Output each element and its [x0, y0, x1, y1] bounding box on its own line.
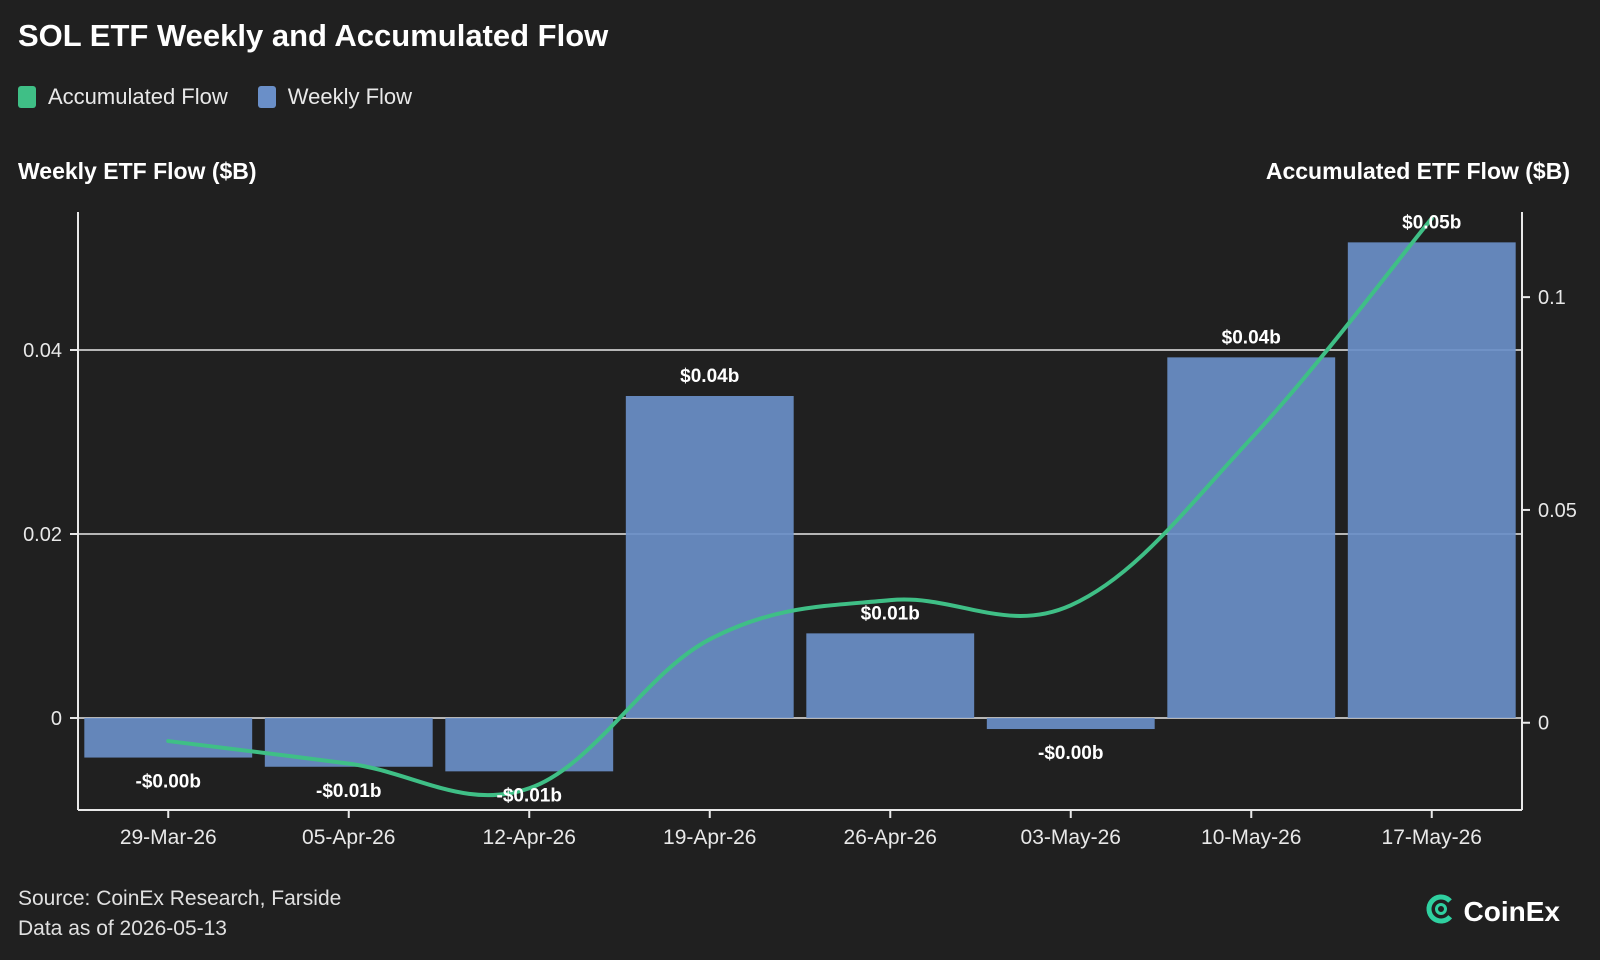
bar-data-label: -$0.01b [497, 785, 562, 806]
x-tick-label: 12-Apr-26 [483, 826, 576, 849]
chart-title: SOL ETF Weekly and Accumulated Flow [18, 18, 609, 53]
x-tick-label: 19-Apr-26 [663, 826, 756, 849]
legend-swatch-accumulated [18, 86, 36, 108]
data-labels: -$0.00b -$0.01b -$0.01b $0.04b $0.01b -$0.00b… [136, 212, 1462, 806]
left-axis-title: Weekly ETF Flow ($B) [18, 158, 257, 184]
bar-data-label: -$0.00b [136, 772, 201, 793]
bar-10-May-26 [1167, 357, 1336, 718]
bar-12-Apr-26 [445, 718, 614, 772]
accumulated-line [166, 216, 1434, 798]
legend: Accumulated Flow Weekly Flow [18, 84, 442, 110]
x-tick-label: 10-May-26 [1201, 826, 1301, 849]
date-note: Data as of 2026-05-13 [18, 917, 227, 940]
bar-data-label: $0.05b [1402, 212, 1461, 233]
brand-logo: CoinEx [1424, 892, 1560, 931]
bar-19-Apr-26 [625, 396, 794, 718]
x-tick-label: 29-Mar-26 [120, 826, 217, 849]
axes: 0 0.02 0.04 0 0.05 0.1 29-Mar-26 05-Apr-26 12-Ap… [23, 212, 1577, 849]
legend-swatch-weekly [257, 86, 276, 108]
accumulated-flow-line [166, 216, 1434, 798]
bar-26-Apr-26 [806, 633, 975, 718]
brand-name: CoinEx [1463, 895, 1560, 927]
bar-29-Mar-26 [84, 718, 253, 758]
coinex-logo-icon [1424, 892, 1458, 931]
left-tick-label: 0.02 [23, 524, 62, 546]
legend-label-weekly: Weekly Flow [287, 84, 413, 109]
source-note: Source: CoinEx Research, Farside [18, 887, 342, 910]
bars [84, 242, 1516, 772]
bar-data-label: $0.04b [680, 366, 739, 387]
footer: Source: CoinEx Research, Farside Data as… [18, 884, 341, 944]
bar-17-May-26 [1347, 242, 1516, 719]
right-tick-label: 0.1 [1538, 287, 1566, 309]
bar-05-Apr-26 [264, 718, 433, 767]
bar-data-label: -$0.00b [1038, 743, 1103, 764]
legend-item-weekly: Weekly Flow [257, 84, 413, 110]
right-tick-label: 0.05 [1538, 500, 1577, 522]
x-tick-label: 26-Apr-26 [844, 826, 937, 849]
legend-label-accumulated: Accumulated Flow [48, 84, 228, 109]
bar-data-label: $0.04b [1222, 327, 1281, 348]
left-tick-label: 0.04 [23, 340, 62, 362]
x-tick-label: 17-May-26 [1382, 826, 1482, 849]
right-axis-title: Accumulated ETF Flow ($B) [1265, 158, 1570, 184]
x-tick-label: 05-Apr-26 [302, 826, 395, 849]
right-tick-label: 0 [1538, 713, 1549, 735]
bar-data-label: -$0.01b [316, 781, 381, 802]
bar-03-May-26 [986, 718, 1155, 730]
legend-item-accumulated: Accumulated Flow [18, 84, 228, 110]
bar-data-label: $0.01b [861, 603, 920, 624]
x-tick-label: 03-May-26 [1021, 826, 1121, 849]
left-tick-label: 0 [51, 708, 62, 730]
